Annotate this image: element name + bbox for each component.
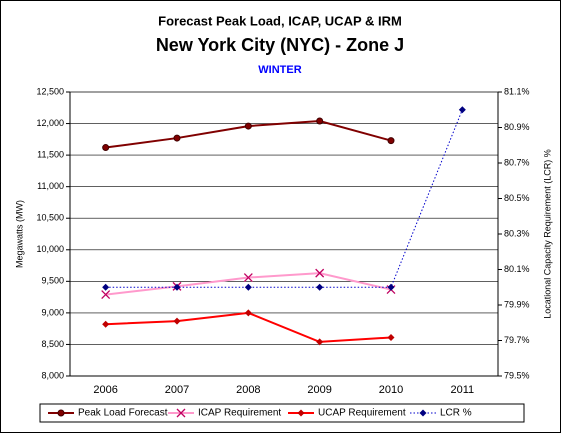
data-point: [387, 283, 395, 291]
y-tick-label: 12,500: [36, 86, 64, 96]
data-point: [315, 268, 325, 278]
x-tick-label: 2007: [165, 384, 189, 396]
legend-label: ICAP Requirement: [198, 408, 281, 419]
chart-subtitle: New York City (NYC) - Zone J: [156, 35, 404, 55]
data-point: [102, 320, 110, 328]
plot-area: [69, 91, 499, 377]
data-point: [244, 122, 252, 130]
data-point: [173, 283, 181, 291]
legend-marker: [419, 409, 427, 417]
legend: [39, 403, 525, 423]
data-point: [101, 290, 111, 300]
y2-tick-label: 80.3%: [504, 228, 530, 238]
legend-marker: [297, 409, 305, 417]
legend-marker: [176, 408, 186, 418]
data-point: [316, 283, 324, 291]
x-tick-label: 2008: [236, 384, 260, 396]
data-point: [244, 309, 252, 317]
data-point: [387, 137, 395, 145]
y2-tick-label: 80.5%: [504, 193, 530, 203]
data-point: [243, 273, 253, 283]
legend-label: UCAP Requirement: [318, 408, 406, 419]
y-tick-label: 11,000: [37, 181, 64, 191]
y2-tick-label: 79.9%: [504, 299, 530, 309]
data-point: [316, 338, 324, 346]
data-point: [316, 117, 324, 125]
x-tick-label: 2006: [93, 384, 117, 396]
data-point: [173, 134, 181, 142]
data-point: [102, 283, 110, 291]
y-tick-label: 12,000: [36, 118, 64, 128]
legend-label: Peak Load Forecast: [78, 408, 168, 419]
y2-tick-label: 79.5%: [504, 370, 530, 380]
season-label: WINTER: [258, 64, 301, 76]
y-tick-label: 9,500: [41, 276, 64, 286]
data-point: [173, 317, 181, 325]
data-point: [458, 106, 466, 114]
y2-tick-label: 80.1%: [504, 264, 530, 274]
y2-tick-label: 79.7%: [504, 335, 530, 345]
y-tick-label: 8,000: [41, 370, 64, 380]
x-tick-label: 2011: [451, 384, 475, 396]
y2-tick-label: 80.9%: [504, 122, 530, 132]
legend-label: LCR %: [440, 408, 472, 419]
y2-tick-label: 80.7%: [504, 157, 530, 167]
y-axis-label: Megawatts (MW): [14, 200, 24, 268]
data-point: [387, 334, 395, 342]
data-point: [102, 144, 110, 152]
data-point: [244, 283, 252, 291]
y2-tick-label: 81.1%: [504, 86, 530, 96]
legend-marker: [57, 409, 65, 417]
x-tick-label: 2010: [379, 384, 403, 396]
y-tick-label: 8,500: [41, 339, 64, 349]
y-tick-label: 9,000: [41, 307, 64, 317]
x-tick-label: 2009: [307, 384, 331, 396]
chart-title: Forecast Peak Load, ICAP, UCAP & IRM: [158, 13, 402, 28]
y2-axis-label: Locational Capacity Requirement (LCR) %: [542, 149, 552, 319]
y-tick-label: 11,500: [37, 149, 64, 159]
y-tick-label: 10,500: [36, 213, 64, 223]
y-tick-label: 10,000: [36, 244, 64, 254]
